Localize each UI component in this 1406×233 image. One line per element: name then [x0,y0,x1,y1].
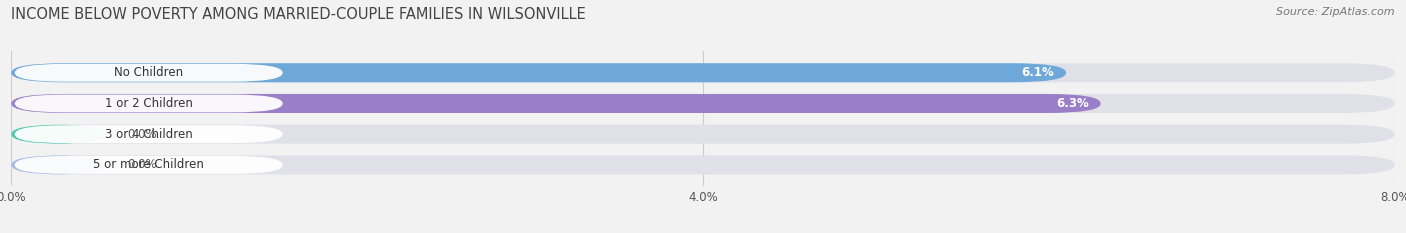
FancyBboxPatch shape [11,94,1395,113]
FancyBboxPatch shape [11,63,1395,82]
Text: 5 or more Children: 5 or more Children [93,158,204,171]
Text: 3 or 4 Children: 3 or 4 Children [105,128,193,141]
Text: Source: ZipAtlas.com: Source: ZipAtlas.com [1277,7,1395,17]
Text: INCOME BELOW POVERTY AMONG MARRIED-COUPLE FAMILIES IN WILSONVILLE: INCOME BELOW POVERTY AMONG MARRIED-COUPL… [11,7,586,22]
FancyBboxPatch shape [11,94,1101,113]
FancyBboxPatch shape [14,95,283,112]
Text: No Children: No Children [114,66,183,79]
FancyBboxPatch shape [11,125,107,144]
FancyBboxPatch shape [11,63,1066,82]
Text: 6.3%: 6.3% [1056,97,1088,110]
FancyBboxPatch shape [11,125,1395,144]
FancyBboxPatch shape [11,155,1395,175]
FancyBboxPatch shape [11,155,107,175]
FancyBboxPatch shape [14,156,283,174]
FancyBboxPatch shape [14,64,283,82]
Text: 1 or 2 Children: 1 or 2 Children [105,97,193,110]
Text: 6.1%: 6.1% [1021,66,1054,79]
FancyBboxPatch shape [14,125,283,143]
Text: 0.0%: 0.0% [127,128,156,141]
Text: 0.0%: 0.0% [127,158,156,171]
